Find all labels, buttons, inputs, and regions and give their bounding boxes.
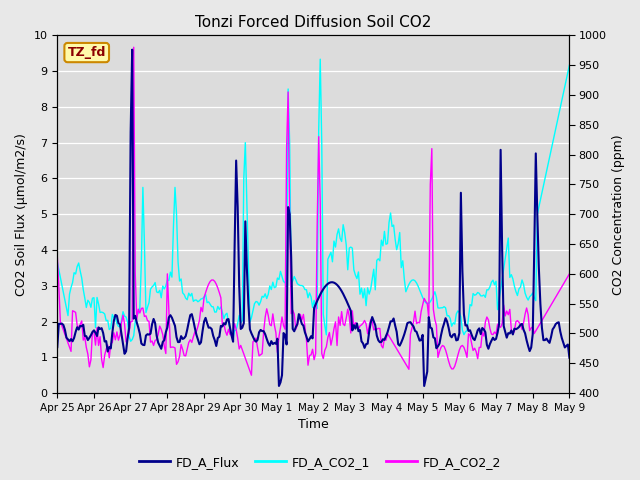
Text: TZ_fd: TZ_fd [68,46,106,59]
Y-axis label: CO2 Concentration (ppm): CO2 Concentration (ppm) [612,134,625,295]
Legend: FD_A_Flux, FD_A_CO2_1, FD_A_CO2_2: FD_A_Flux, FD_A_CO2_1, FD_A_CO2_2 [134,451,506,474]
Title: Tonzi Forced Diffusion Soil CO2: Tonzi Forced Diffusion Soil CO2 [195,15,431,30]
Y-axis label: CO2 Soil Flux (μmol/m2/s): CO2 Soil Flux (μmol/m2/s) [15,133,28,296]
X-axis label: Time: Time [298,419,329,432]
